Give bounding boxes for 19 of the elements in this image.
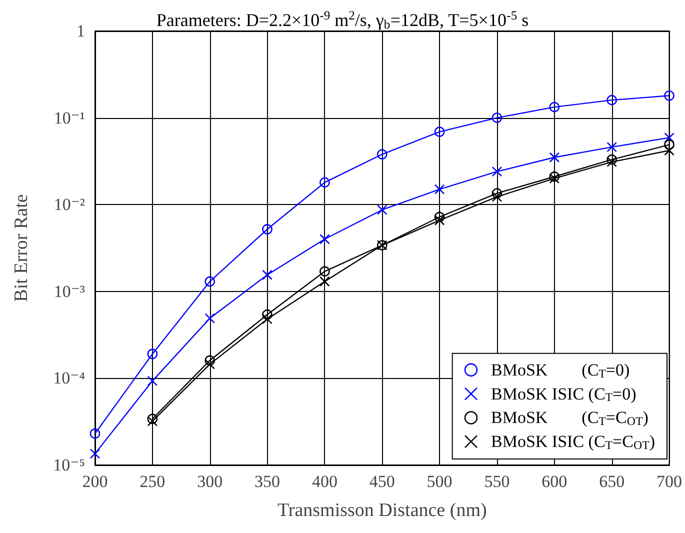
y-tick-label: 10⁻⁵ [53, 456, 86, 474]
x-axis-title: Transmisson Distance (nm) [277, 500, 487, 521]
x-tick-label: 500 [426, 472, 452, 491]
y-tick-label: 10⁻¹ [54, 108, 85, 128]
y-tick-label: 10⁻² [54, 195, 85, 214]
x-tick-label: 600 [542, 472, 568, 491]
x-tick-label: 200 [82, 472, 108, 491]
x-tick-label: 400 [312, 472, 338, 491]
x-tick-label: 350 [254, 472, 280, 491]
y-tick-label: 1 [76, 22, 85, 40]
x-tick-label: 300 [197, 472, 223, 491]
y-tick-label: 10⁻⁴ [53, 368, 86, 388]
y-axis-title: Bit Error Rate [11, 194, 32, 302]
x-tick-label: 550 [484, 472, 510, 491]
x-tick-label: 700 [656, 472, 682, 491]
x-tick-label: 650 [599, 472, 625, 491]
x-tick-label: 450 [369, 472, 395, 491]
y-tick-label: 10⁻³ [54, 282, 85, 301]
x-tick-label: 250 [140, 472, 166, 491]
